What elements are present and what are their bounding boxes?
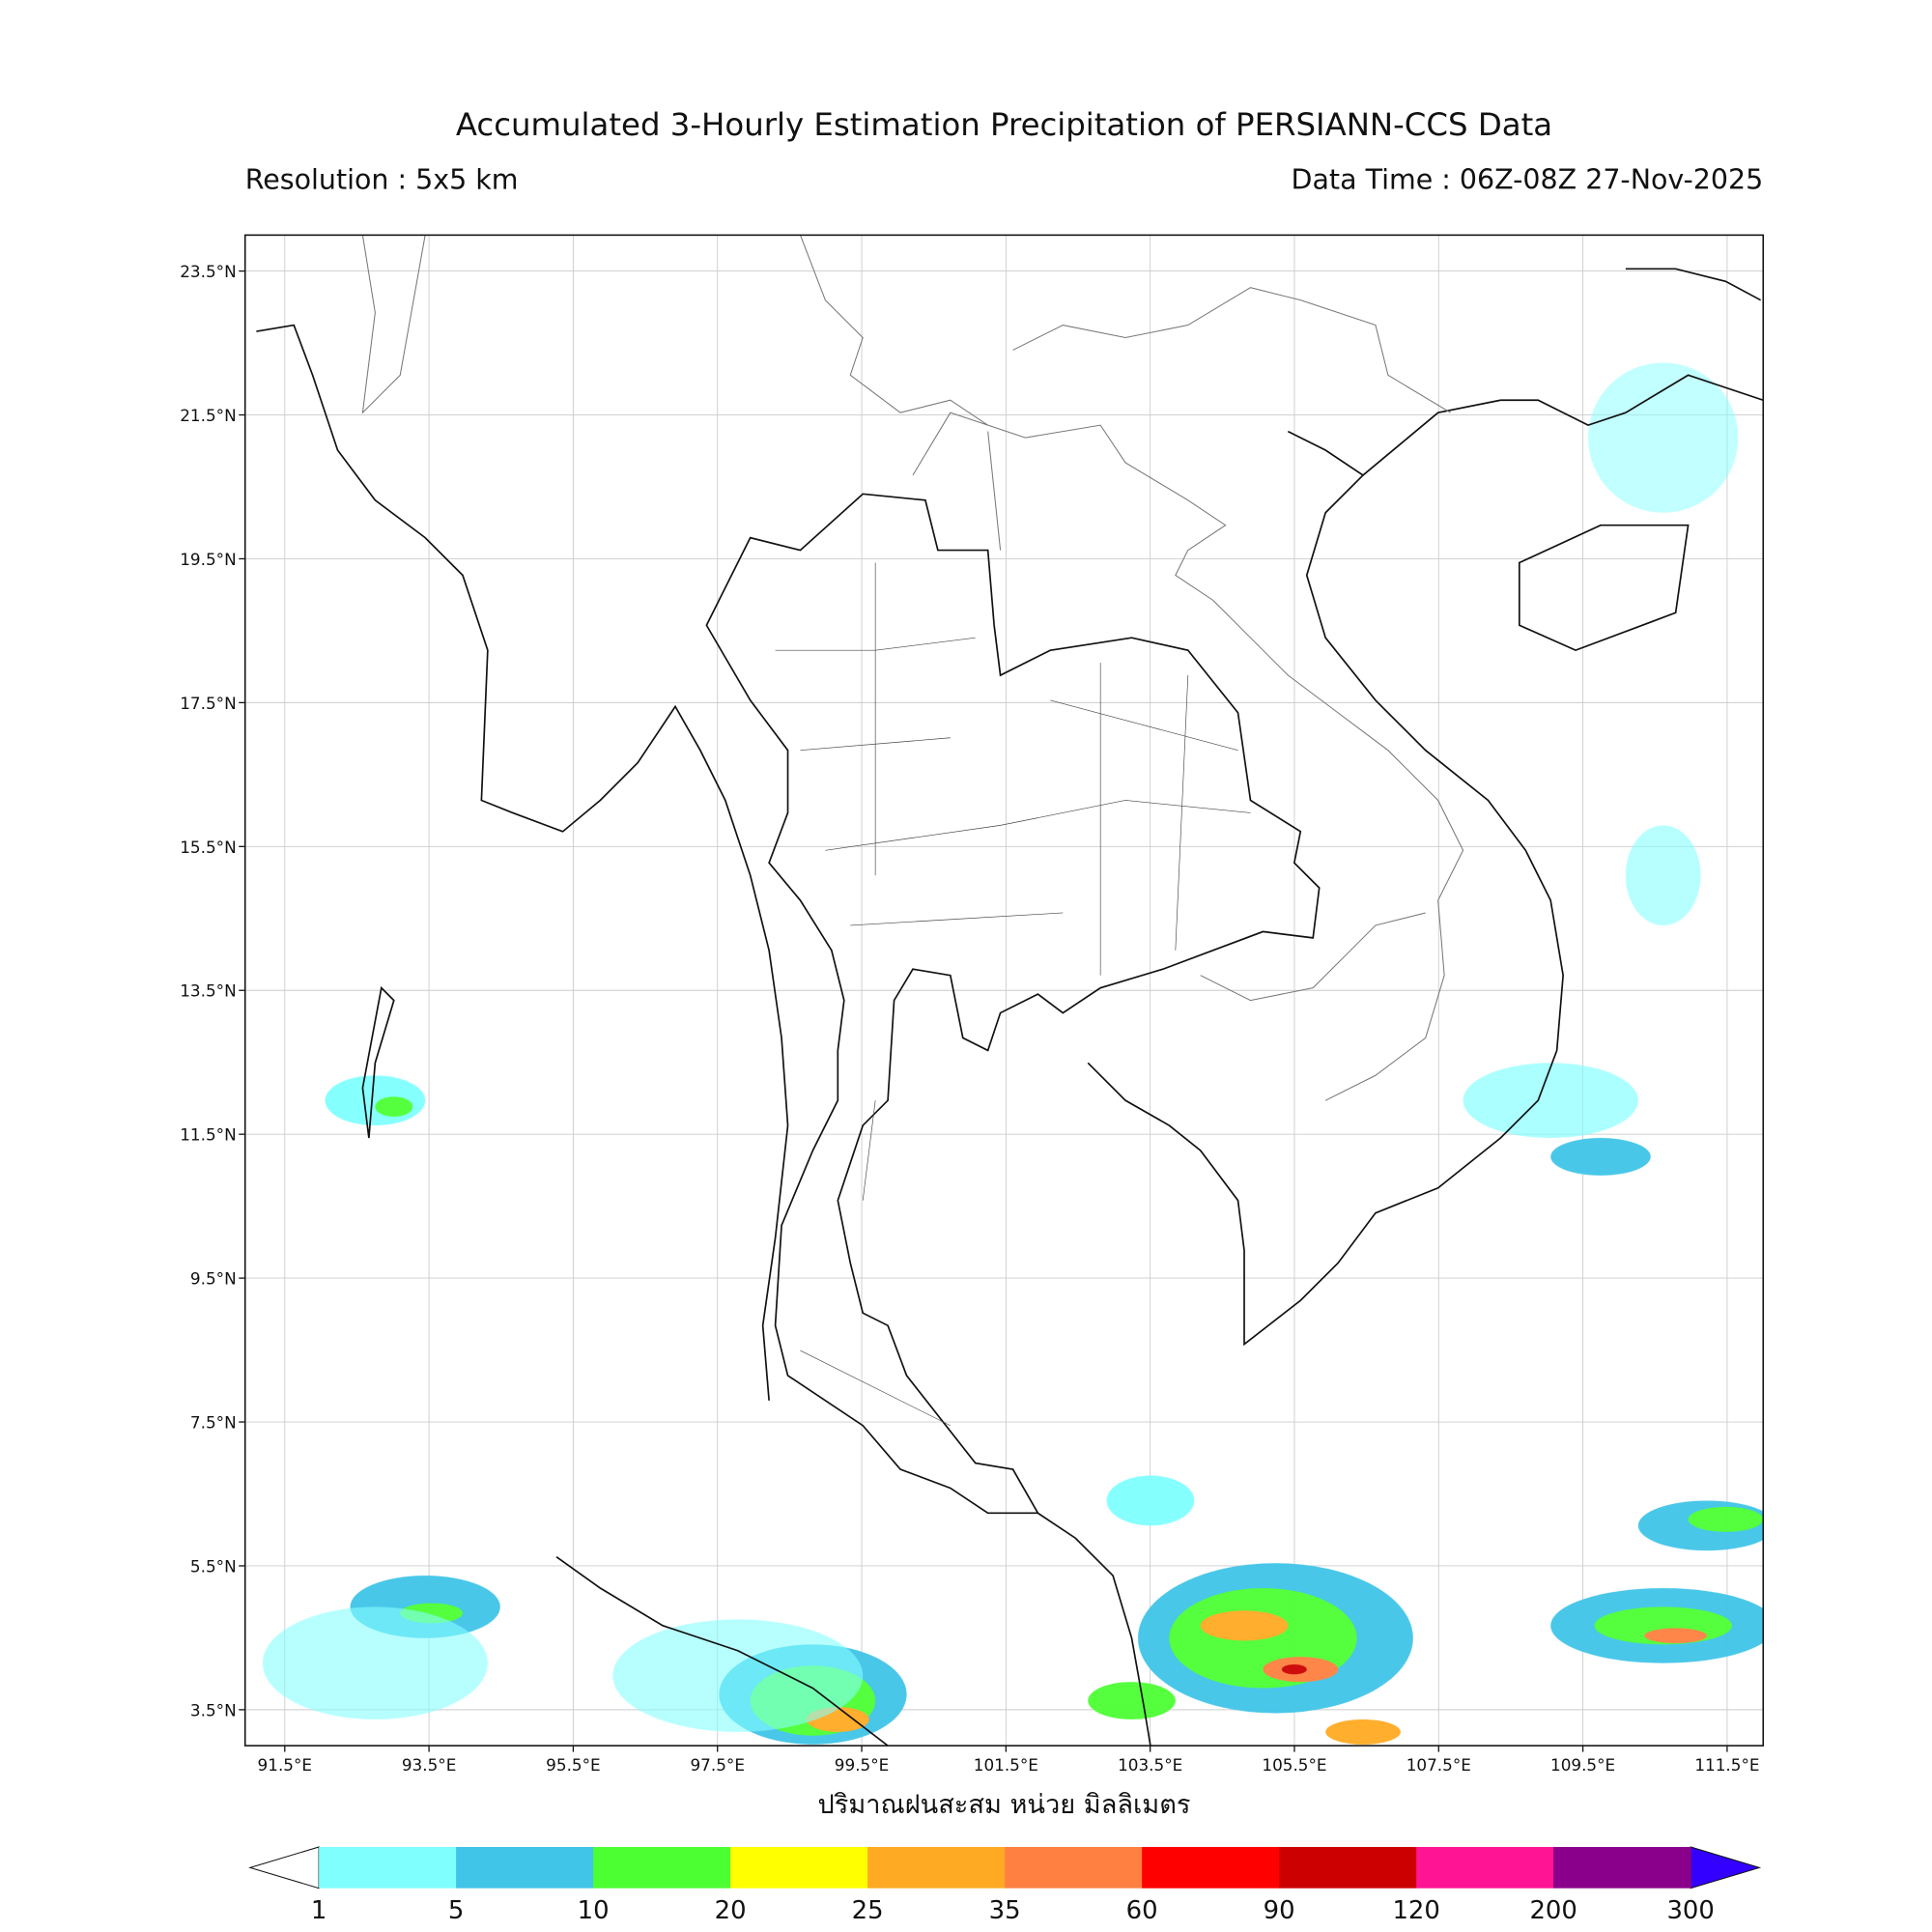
- x-tick-label: 101.5°E: [974, 1755, 1038, 1775]
- y-tick-label: 21.5°N: [180, 406, 236, 425]
- border: [361, 235, 426, 414]
- colorbar-tick-label: 10: [578, 1896, 610, 1925]
- y-tick-label: 13.5°N: [180, 981, 236, 1001]
- colorbar-tick-label: 90: [1264, 1896, 1295, 1925]
- colorbar-segment: [456, 1846, 594, 1889]
- colorbar-over: [1690, 1846, 1762, 1889]
- y-tick-label: 3.5°N: [190, 1700, 237, 1719]
- x-tick-label: 91.5°E: [258, 1755, 312, 1775]
- coast: [1287, 374, 1764, 476]
- ellipse: [1325, 1719, 1401, 1745]
- x-tick-label: 111.5°E: [1694, 1755, 1759, 1775]
- colorbar-segment: [319, 1846, 457, 1889]
- ellipse: [1088, 1682, 1176, 1719]
- y-tick-label: 5.5°N: [190, 1556, 237, 1576]
- ellipse: [375, 1096, 413, 1117]
- grid: [244, 235, 1764, 1747]
- title: Accumulated 3-Hourly Estimation Precipit…: [456, 106, 1552, 143]
- colorbar-tick-label: 25: [852, 1896, 884, 1925]
- resolution: Resolution : 5x5 km: [245, 163, 519, 195]
- data-time: Data Time : 06Z-08Z 27-Nov-2025: [1292, 163, 1764, 195]
- ellipse: [1588, 362, 1739, 513]
- coast: [361, 985, 395, 1139]
- y-tick-label: 7.5°N: [190, 1413, 237, 1433]
- ellipse: [1644, 1628, 1707, 1643]
- ellipse: [1550, 1137, 1651, 1176]
- x-tick-label: 93.5°E: [402, 1755, 456, 1775]
- ellipse: [1688, 1506, 1764, 1532]
- ellipse: [1106, 1475, 1195, 1526]
- colorbar-under: [248, 1846, 320, 1889]
- colorbar-segment: [1142, 1846, 1280, 1889]
- colorbar-tick-label: 300: [1666, 1896, 1714, 1925]
- x-tick-label: 105.5°E: [1262, 1755, 1326, 1775]
- colorbar-tick-label: 200: [1529, 1896, 1577, 1925]
- colorbar-segment: [1279, 1846, 1417, 1889]
- x-tick-label: 99.5°E: [835, 1755, 889, 1775]
- ellipse: [1625, 825, 1701, 925]
- border: [1012, 287, 1451, 413]
- ellipse: [325, 1075, 426, 1126]
- ellipse: [1281, 1663, 1307, 1675]
- coast: [555, 1555, 889, 1747]
- coast: [256, 324, 789, 1401]
- coast: [1037, 1512, 1151, 1747]
- colorbar-segment: [730, 1846, 868, 1889]
- ellipse: [1463, 1063, 1638, 1138]
- colorbar-segment: [1416, 1846, 1554, 1889]
- x-tick-label: 95.5°E: [546, 1755, 600, 1775]
- colorbar-label: ปริมาณฝนสะสม หน่วย มิลลิเมตร: [817, 1790, 1190, 1820]
- coast: [1087, 474, 1564, 1347]
- border: [912, 412, 1002, 551]
- colorbar-tick-label: 60: [1126, 1896, 1158, 1925]
- border: [1200, 912, 1426, 1002]
- colorbar-tick-label: 120: [1392, 1896, 1439, 1925]
- y-tick-label: 19.5°N: [180, 550, 236, 569]
- borders: [361, 235, 1464, 1101]
- colorbar-segment: [867, 1846, 1006, 1889]
- y-tick-label: 11.5°N: [180, 1125, 236, 1145]
- ellipse: [1200, 1610, 1289, 1641]
- rain: [262, 362, 1764, 1745]
- colorbar-tick-label: 35: [989, 1896, 1021, 1925]
- y-tick-label: 17.5°N: [180, 694, 236, 713]
- colorbar: 1 5 10 20 25 35 60 90 120 200 300: [248, 1846, 1762, 1925]
- ellipse: [612, 1619, 864, 1732]
- coast: [1625, 268, 1762, 301]
- y-tick-label: 23.5°N: [180, 262, 236, 281]
- colorbar-segment: [1553, 1846, 1691, 1889]
- border: [799, 235, 1464, 1101]
- colorbar-segment: [1005, 1846, 1143, 1889]
- x-tick-label: 107.5°E: [1406, 1755, 1471, 1775]
- colorbar-tick-label: 1: [311, 1896, 327, 1925]
- coast: [1518, 524, 1690, 652]
- coastlines: [256, 268, 1764, 1747]
- y-tick-label: 15.5°N: [180, 838, 236, 857]
- x-tick-label: 97.5°E: [690, 1755, 744, 1775]
- prov: [775, 562, 1251, 1427]
- y-tick-label: 9.5°N: [190, 1269, 237, 1289]
- axis-ticks: 91.5°E 93.5°E 95.5°E 97.5°E 99.5°E 101.5°E 103…: [180, 262, 1759, 1775]
- colorbar-tick-label: 20: [715, 1896, 747, 1925]
- provinces: [775, 562, 1251, 1427]
- colorbar-tick-label: 5: [448, 1896, 464, 1925]
- ellipse: [262, 1606, 488, 1719]
- coast: [705, 493, 1321, 1515]
- x-tick-label: 109.5°E: [1550, 1755, 1615, 1775]
- colorbar-segment: [593, 1846, 731, 1889]
- x-tick-label: 103.5°E: [1118, 1755, 1182, 1775]
